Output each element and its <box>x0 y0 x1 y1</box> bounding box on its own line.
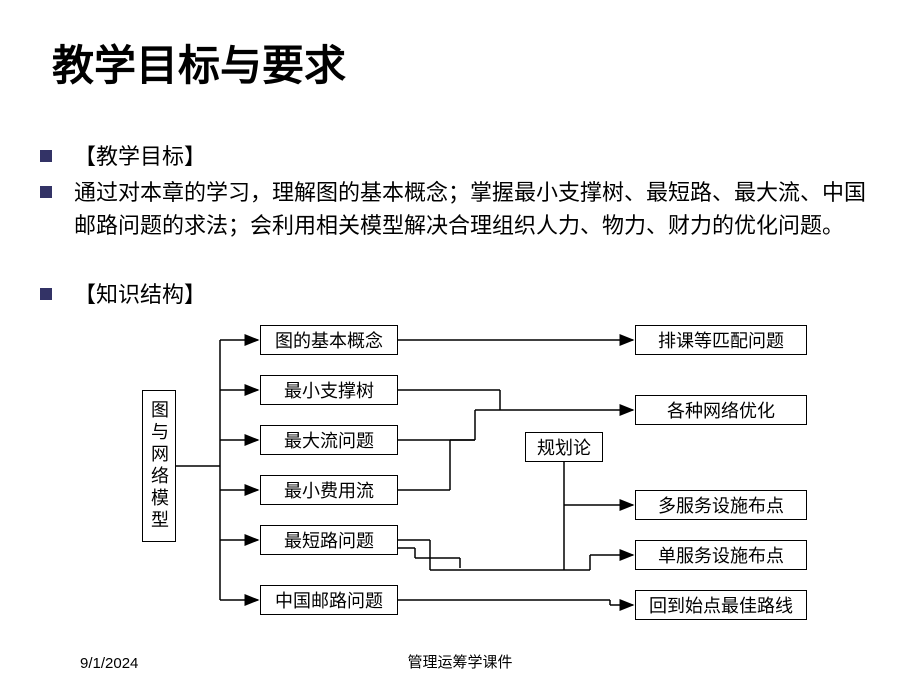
footer-title: 管理运筹学课件 <box>0 651 920 672</box>
node-single-service: 单服务设施布点 <box>635 540 807 570</box>
node-matching-problems: 排课等匹配问题 <box>635 325 807 355</box>
node-multi-service: 多服务设施布点 <box>635 490 807 520</box>
bullet-text: 通过对本章的学习，理解图的基本概念；掌握最小支撑树、最短路、最大流、中国邮路问题… <box>74 176 880 242</box>
node-chinese-postman: 中国邮路问题 <box>260 585 398 615</box>
bullet-icon <box>40 186 52 198</box>
node-shortest-path: 最短路问题 <box>260 525 398 555</box>
node-root: 图与网络模型 <box>142 390 176 542</box>
node-basic-concepts: 图的基本概念 <box>260 325 398 355</box>
bullet-icon <box>40 288 52 300</box>
node-return-route: 回到始点最佳路线 <box>635 590 807 620</box>
slide-title: 教学目标与要求 <box>52 32 346 93</box>
bullet-text: 【知识结构】 <box>74 278 880 311</box>
bullet-text: 【教学目标】 <box>74 140 880 173</box>
node-planning-theory: 规划论 <box>525 432 603 462</box>
node-max-flow: 最大流问题 <box>260 425 398 455</box>
bullet-2: 通过对本章的学习，理解图的基本概念；掌握最小支撑树、最短路、最大流、中国邮路问题… <box>40 176 880 242</box>
node-min-cost-flow: 最小费用流 <box>260 475 398 505</box>
node-network-optimization: 各种网络优化 <box>635 395 807 425</box>
bullet-3: 【知识结构】 <box>40 278 880 311</box>
bullet-icon <box>40 150 52 162</box>
node-min-spanning-tree: 最小支撑树 <box>260 375 398 405</box>
knowledge-structure-diagram: 图与网络模型 图的基本概念 最小支撑树 最大流问题 最小费用流 最短路问题 中国… <box>80 310 890 640</box>
bullet-1: 【教学目标】 <box>40 140 880 173</box>
